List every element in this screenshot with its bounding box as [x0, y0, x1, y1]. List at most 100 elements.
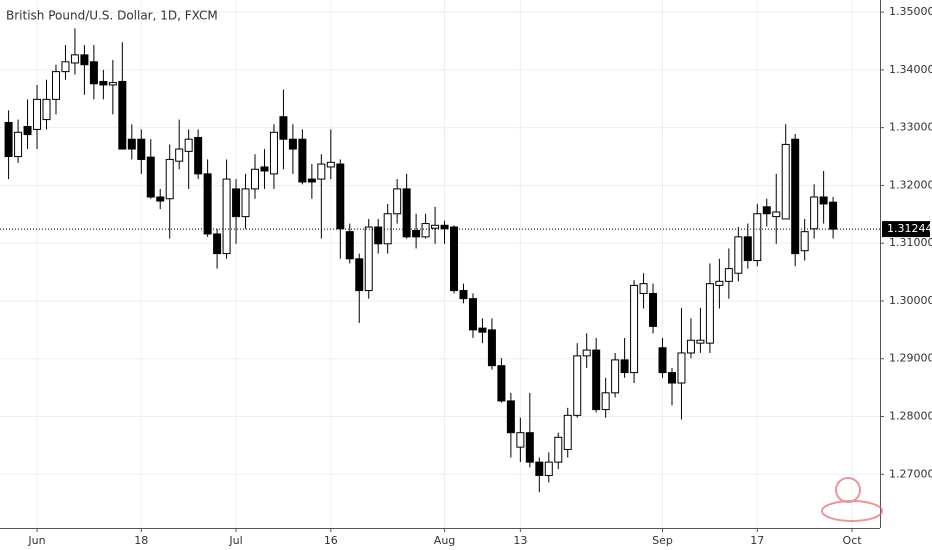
candle-body [686, 339, 695, 354]
candle-body [288, 138, 297, 150]
candle-body [582, 349, 591, 357]
candle-body [364, 226, 373, 292]
candle-body [440, 224, 449, 230]
candle-body [213, 233, 222, 255]
candle-body [639, 283, 648, 294]
y-tick-label: 1.30000 [889, 294, 932, 307]
candle-body [307, 178, 316, 183]
candle-body [724, 268, 733, 282]
y-tick-label: 1.35000 [889, 5, 932, 18]
candle-body [175, 148, 184, 162]
candle-body [99, 80, 108, 86]
candle-body [544, 461, 553, 476]
candle-body [677, 352, 686, 384]
candle-body [753, 213, 762, 262]
candle-body [431, 224, 440, 229]
x-tick-label: 13 [513, 534, 527, 547]
candle-body [791, 138, 800, 255]
candle-body [535, 461, 544, 476]
candle-body [269, 131, 278, 175]
candle-body [4, 121, 13, 158]
axes: 1.27000 1.28000 1.29000 1.30000 1.31000 1.320… [0, 5, 932, 547]
candle-body [611, 359, 620, 394]
candle-body [374, 226, 383, 245]
x-tick-label: 18 [134, 534, 148, 547]
candle-body [781, 143, 790, 220]
candle-body [336, 163, 345, 230]
candle-body [772, 211, 781, 218]
candle-body [450, 226, 459, 292]
candle-body [326, 161, 335, 168]
candle-body [42, 98, 51, 121]
x-tick-label: Sep [652, 534, 673, 547]
candle-body [260, 166, 269, 172]
candle-body [108, 82, 117, 86]
candle-body [516, 432, 525, 448]
x-tick-label: 16 [324, 534, 338, 547]
candle-body [421, 223, 430, 238]
candle-body [810, 196, 819, 230]
candle-body [658, 347, 667, 374]
candle-body [127, 138, 136, 150]
candle-body [165, 158, 174, 200]
candle-body [279, 116, 288, 140]
candle-body [222, 178, 231, 255]
y-tick-label: 1.29000 [889, 352, 932, 365]
x-tick-label: Jul [228, 534, 242, 547]
candle-body [705, 283, 714, 344]
candle-body [573, 355, 582, 416]
candle-body [630, 284, 639, 374]
x-tick-label: Oct [843, 534, 863, 547]
candle-body [487, 329, 496, 367]
x-tick-label: Aug [434, 534, 455, 547]
candle-body [137, 138, 146, 160]
candle-body [184, 138, 193, 152]
chart-title: British Pound/U.S. Dollar, 1D, FXCM [6, 9, 218, 23]
candle-body [89, 61, 98, 85]
x-tick-label: 17 [750, 534, 764, 547]
candle-body [232, 188, 241, 218]
candle-body [715, 280, 724, 286]
y-tick-label: 1.27000 [889, 467, 932, 480]
candle-body [478, 327, 487, 333]
candle-body [70, 54, 79, 64]
candle-body [497, 365, 506, 402]
y-tick-label: 1.34000 [889, 63, 932, 76]
candle-body [762, 206, 771, 215]
y-tick-label: 1.32000 [889, 178, 932, 191]
candle-body [194, 136, 203, 175]
candle-body [146, 156, 155, 198]
candle-body [317, 163, 326, 180]
candle-body [241, 188, 250, 218]
candle-body [468, 298, 477, 331]
candle-body [156, 196, 165, 202]
candle-body [251, 168, 260, 190]
candle-body [80, 54, 89, 66]
y-tick-label: 1.28000 [889, 410, 932, 423]
candle-body [620, 359, 629, 374]
logo [821, 477, 883, 522]
candle-body [829, 201, 838, 230]
candle-body [393, 188, 402, 215]
candle-body [819, 196, 828, 205]
candle-body [506, 400, 515, 434]
x-tick-label: Jun [27, 534, 45, 547]
candle-body [51, 71, 60, 100]
candle-body [649, 292, 658, 327]
y-tick-label: 1.31000 [889, 236, 932, 249]
candle-body [355, 258, 364, 292]
candle-body [402, 188, 411, 238]
candle-body [14, 131, 23, 158]
y-tick-label: 1.33000 [889, 121, 932, 134]
candle-body [412, 229, 421, 238]
candle-body [203, 173, 212, 235]
grid [0, 0, 880, 528]
candle-body [800, 231, 809, 252]
last-price-label: 1.31244 [887, 222, 932, 235]
candle-body [345, 231, 354, 260]
candle-body [601, 392, 610, 411]
candle-body [563, 414, 572, 450]
last-price-box [882, 221, 930, 238]
